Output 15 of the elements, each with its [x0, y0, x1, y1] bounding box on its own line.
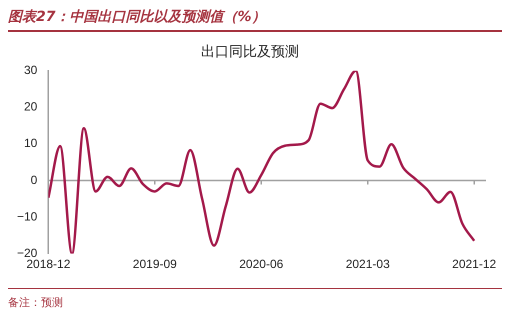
y-tick-label: 0: [30, 172, 38, 187]
x-tick-label: 2018-12: [26, 257, 71, 272]
chart-subtitle: 出口同比及预测: [201, 44, 299, 60]
y-tick-label: −10: [16, 209, 38, 224]
x-tick-label: 2021-03: [346, 257, 390, 272]
y-tick-label: −20: [16, 246, 38, 260]
x-tick-label: 2019-09: [132, 257, 178, 272]
x-tick-label: 2021-12: [452, 257, 497, 272]
line-series: [48, 70, 476, 254]
y-tick-label: 10: [24, 136, 38, 150]
x-tick-label: 2020-06: [239, 257, 284, 272]
y-tick-label: 20: [24, 100, 38, 114]
y-tick-label: 30: [24, 63, 38, 78]
chart-title: 图表27：中国出口同比以及预测值（%）: [8, 8, 502, 32]
text: 备注：预测: [8, 295, 64, 310]
